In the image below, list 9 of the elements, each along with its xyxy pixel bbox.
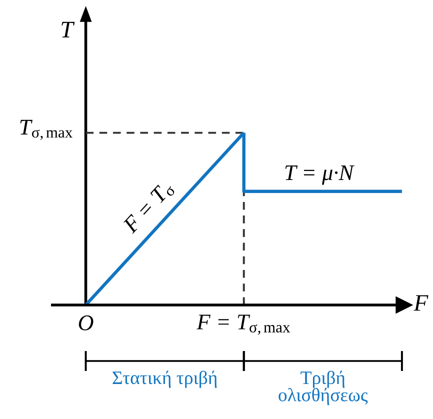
text: F = T$_{σ}$	[122, 179, 176, 236]
text: Στατική τριβή	[112, 370, 217, 388]
y-axis-title: T	[62, 22, 75, 38]
text: Τριβή ολισθήσεως	[278, 370, 368, 406]
x-tick-label: O	[78, 315, 94, 330]
x-tick-label: F = T$_{σ,max}$	[196, 314, 290, 335]
x-axis-title: F	[414, 295, 428, 311]
series-label: T = μ·N	[285, 165, 355, 185]
ref-line-label: T$_{σ,max}$	[20, 120, 72, 140]
